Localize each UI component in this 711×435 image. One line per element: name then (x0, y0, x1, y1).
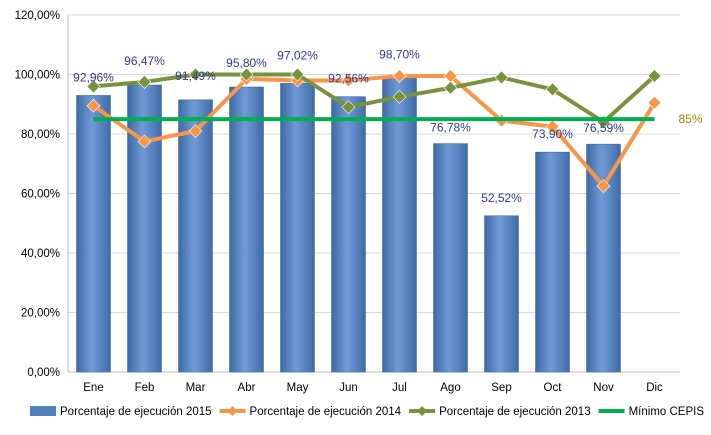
reference-line-label: 85% (679, 112, 703, 126)
data-label: 92,56% (328, 72, 369, 86)
bar (178, 99, 213, 373)
series-line (92, 73, 657, 189)
point (137, 134, 152, 149)
bar (280, 83, 315, 373)
y-tick-label: 100,00% (15, 70, 60, 82)
point (647, 69, 662, 83)
data-label: 76,59% (583, 121, 624, 135)
x-tick-label: Dic (646, 382, 663, 394)
legend-marker (227, 406, 238, 416)
point (86, 79, 101, 94)
x-tick-label: Sep (491, 382, 511, 394)
x-tick-label: Oct (544, 382, 563, 394)
bar (229, 86, 264, 373)
data-label: 76,78% (430, 121, 471, 135)
legend-label: Porcentaje de ejecución 2015 (60, 406, 212, 418)
series-lines (86, 67, 662, 193)
data-label: 96,47% (124, 54, 165, 68)
bar (484, 215, 519, 373)
legend-swatch (30, 406, 56, 416)
data-label: 97,02% (277, 48, 318, 62)
grid-lines (68, 14, 680, 313)
point (392, 89, 407, 104)
point (494, 70, 509, 85)
x-tick-label: Ago (440, 382, 460, 394)
bar (127, 84, 162, 373)
series-line (93, 72, 656, 125)
point (392, 69, 407, 83)
data-label: 52,52% (481, 191, 522, 205)
legend: Porcentaje de ejecución 2015 Porcentaje d… (30, 406, 704, 418)
point (290, 67, 305, 82)
bar (331, 96, 366, 373)
data-label: 91,49% (175, 69, 216, 83)
legend-label: Mínimo CEPIS (629, 406, 705, 418)
bar (535, 151, 570, 373)
x-tick-label: Jul (392, 382, 407, 394)
y-tick-label: 0,00% (27, 367, 60, 379)
point (137, 75, 152, 89)
bar (382, 78, 417, 373)
legend-label: Porcentaje de ejecución 2013 (439, 406, 591, 418)
point (545, 119, 560, 134)
y-tick-label: 40,00% (21, 248, 60, 260)
data-label: 73,90% (532, 127, 573, 141)
data-labels: 85% 92,96% 96,47% 91,49% 95,80% 97,02% 92,56% 9… (73, 47, 703, 204)
data-label: 92,96% (73, 70, 114, 84)
x-tick-label: Nov (593, 382, 614, 394)
axes: 0,00% 20,00% 40,00% 60,00% 80,00% 100,00% 120,… (15, 10, 680, 394)
y-tick-label: 20,00% (21, 308, 60, 320)
y-tick-label: 80,00% (21, 129, 60, 141)
x-tick-label: Ene (83, 382, 103, 394)
data-label: 98,70% (379, 47, 420, 61)
point (341, 100, 356, 115)
x-tick-label: Feb (135, 382, 155, 394)
y-tick-label: 120,00% (15, 10, 60, 22)
legend-label: Porcentaje de ejecución 2014 (250, 406, 402, 418)
x-tick-label: Mar (186, 382, 206, 394)
x-tick-label: Abr (238, 382, 256, 394)
x-tick-label: Jun (339, 382, 358, 394)
point (86, 98, 101, 113)
point (596, 179, 611, 193)
bars-2015 (76, 78, 621, 373)
point (188, 124, 203, 138)
point (341, 73, 356, 88)
point (443, 80, 458, 95)
point (239, 67, 254, 82)
bar (586, 143, 621, 373)
point (188, 67, 203, 82)
legend-marker (417, 406, 428, 416)
point (545, 82, 560, 97)
point (647, 95, 662, 110)
data-label: 95,80% (226, 56, 267, 70)
bar (433, 143, 468, 373)
bar (76, 95, 111, 373)
x-tick-label: May (287, 382, 309, 394)
y-tick-label: 60,00% (21, 189, 60, 201)
